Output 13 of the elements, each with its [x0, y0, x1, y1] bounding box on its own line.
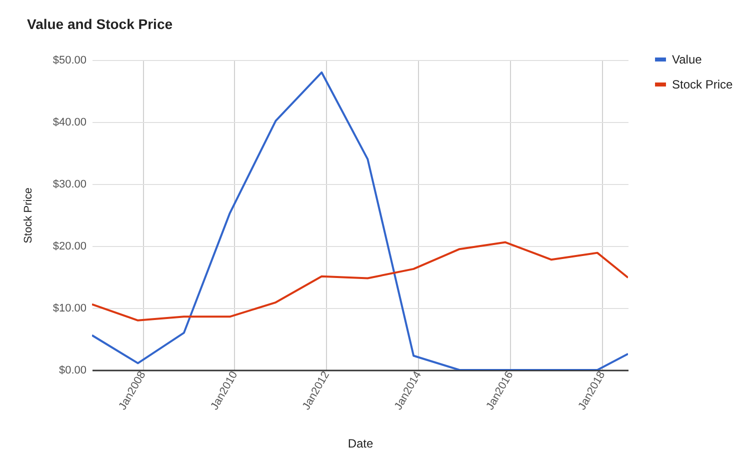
y-tick-label: $30.00 — [52, 178, 86, 190]
legend-label: Value — [672, 52, 702, 66]
legend-label: Stock Price — [672, 78, 734, 92]
y-tick-label: $20.00 — [52, 240, 86, 252]
x-axis-title: Date — [348, 436, 374, 450]
y-tick-label: $0.00 — [58, 364, 86, 376]
y-tick-label: $10.00 — [52, 302, 86, 314]
y-tick-label: $50.00 — [52, 54, 86, 66]
line-series — [92, 71, 628, 370]
y-tick-label: $40.00 — [52, 116, 86, 128]
chart-title: Value and Stock Price — [27, 16, 173, 32]
y-axis-title: Stock Price — [22, 188, 34, 244]
line-series — [92, 241, 628, 322]
